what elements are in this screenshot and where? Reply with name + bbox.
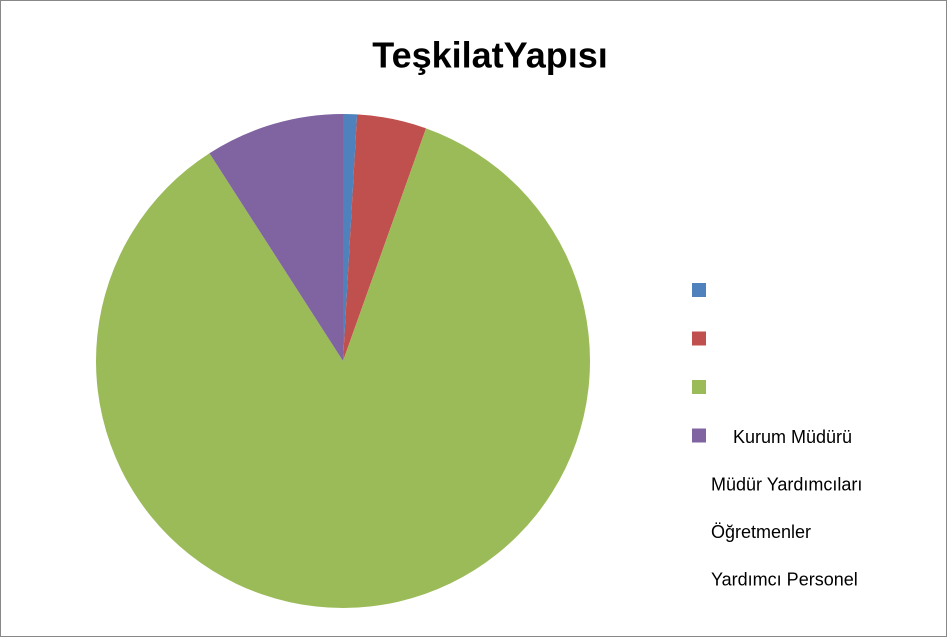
chart-title: TeşkilatYapısı bbox=[372, 35, 607, 76]
legend-swatch bbox=[692, 283, 706, 297]
legend-swatch bbox=[692, 380, 706, 394]
pie-slice bbox=[343, 114, 427, 361]
pie-slice bbox=[96, 128, 590, 608]
pie-slice bbox=[343, 114, 358, 361]
pie-slice bbox=[209, 114, 343, 361]
legend-label: Yardımcı Personel bbox=[711, 569, 858, 589]
legend-label: Kurum Müdürü bbox=[733, 427, 852, 447]
legend-swatch bbox=[692, 428, 706, 443]
legend-label: Öğretmenler bbox=[711, 522, 811, 542]
legend-label: Müdür Yardımcıları bbox=[711, 474, 862, 494]
legend-swatch bbox=[692, 331, 706, 346]
